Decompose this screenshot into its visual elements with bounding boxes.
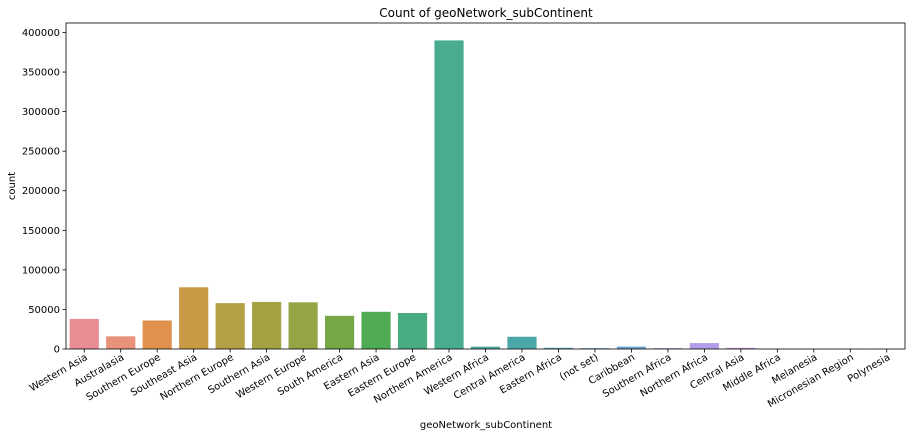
- bar-caribbean: [616, 346, 646, 349]
- bar-western-asia: [69, 318, 99, 349]
- bar-northern-europe: [215, 303, 245, 349]
- bar-southern-europe: [142, 320, 172, 349]
- y-tick-label: 200000: [22, 186, 60, 197]
- bar-eastern-africa: [543, 347, 574, 349]
- bar-southern-asia: [252, 301, 282, 349]
- bar-southeast-asia: [179, 287, 209, 349]
- bar-northern-america: [434, 40, 464, 349]
- chart-title: Count of geoNetwork_subContinent: [379, 6, 593, 20]
- bar-south-america: [325, 315, 355, 349]
- y-tick-label: 0: [54, 345, 60, 356]
- bar-western-africa: [470, 346, 501, 349]
- y-axis: 0 50000 100000 150000 200000 250000 300000 3500…: [22, 28, 66, 356]
- y-tick-label: 300000: [22, 107, 60, 118]
- y-tick-label: 100000: [22, 265, 60, 276]
- x-tick-label-eastern-africa: Eastern Africa: [498, 352, 564, 396]
- y-axis-title: count: [7, 172, 18, 200]
- y-tick-label: 50000: [28, 305, 60, 316]
- bar-central-america: [507, 336, 537, 349]
- bar-northern-africa: [689, 343, 719, 349]
- plot-frame: [65, 22, 906, 350]
- bar-australasia: [106, 336, 136, 349]
- bar-eastern-europe: [397, 313, 428, 349]
- bar-eastern-asia: [361, 311, 391, 349]
- y-tick-label: 150000: [22, 226, 60, 237]
- bar-western-europe: [288, 302, 318, 349]
- y-tick-label: 250000: [22, 147, 60, 158]
- bar-central-asia: [726, 347, 756, 349]
- x-axis-title: geoNetwork_subContinent: [420, 420, 552, 431]
- y-tick-label: 350000: [22, 68, 60, 79]
- bars-group: [69, 40, 902, 349]
- y-tick-label: 400000: [22, 28, 60, 39]
